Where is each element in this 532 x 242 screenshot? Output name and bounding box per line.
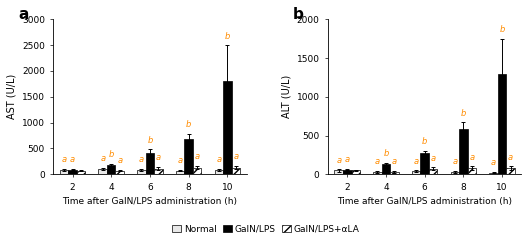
Bar <box>115 171 124 174</box>
Bar <box>429 169 437 174</box>
Bar <box>77 171 85 174</box>
Text: a: a <box>469 153 475 162</box>
Text: a: a <box>178 156 182 165</box>
Bar <box>60 170 68 174</box>
Bar <box>193 167 202 174</box>
Bar <box>343 170 352 174</box>
Text: a: a <box>117 156 122 165</box>
Bar <box>98 169 107 174</box>
Bar <box>223 81 231 174</box>
Bar <box>506 168 515 174</box>
Text: a: a <box>452 158 458 166</box>
Text: b: b <box>383 149 389 158</box>
Text: a: a <box>70 155 75 164</box>
Legend: Normal, GalN/LPS, GalN/LPS+αLA: Normal, GalN/LPS, GalN/LPS+αLA <box>169 221 363 237</box>
Text: b: b <box>147 136 153 145</box>
Text: b: b <box>109 150 114 159</box>
Text: b: b <box>461 109 466 118</box>
Bar <box>373 172 381 174</box>
Text: a: a <box>19 7 29 22</box>
Text: a: a <box>156 153 161 162</box>
Bar <box>154 169 163 174</box>
Y-axis label: AST (U/L): AST (U/L) <box>6 74 16 119</box>
Text: b: b <box>225 31 230 40</box>
Bar <box>68 170 77 174</box>
Bar <box>107 166 115 174</box>
Text: a: a <box>139 155 144 164</box>
Text: b: b <box>500 25 505 34</box>
Text: a: a <box>216 155 221 164</box>
Text: a: a <box>491 158 496 167</box>
Bar <box>214 170 223 174</box>
Bar <box>176 171 185 174</box>
Bar <box>381 164 390 174</box>
Bar <box>451 172 459 174</box>
Text: b: b <box>186 120 192 129</box>
X-axis label: Time after GalN/LPS administration (h): Time after GalN/LPS administration (h) <box>337 197 512 206</box>
Bar <box>412 171 420 174</box>
Bar <box>498 74 506 174</box>
Bar <box>185 139 193 174</box>
Bar <box>468 168 476 174</box>
Text: a: a <box>336 156 342 165</box>
Text: a: a <box>195 152 200 161</box>
Text: a: a <box>100 154 105 163</box>
Bar <box>146 152 154 174</box>
Bar <box>335 170 343 174</box>
Bar <box>390 172 398 174</box>
Y-axis label: ALT (U/L): ALT (U/L) <box>281 75 291 118</box>
Text: a: a <box>233 152 238 161</box>
Text: b: b <box>422 137 427 146</box>
Bar <box>459 129 468 174</box>
Bar <box>489 173 498 174</box>
Text: a: a <box>392 158 397 166</box>
Text: a: a <box>375 158 380 166</box>
Text: a: a <box>508 153 513 162</box>
Text: a: a <box>62 155 66 164</box>
Bar <box>137 170 146 174</box>
X-axis label: Time after GalN/LPS administration (h): Time after GalN/LPS administration (h) <box>62 197 237 206</box>
Text: a: a <box>345 155 350 164</box>
Bar <box>231 167 240 174</box>
Text: a: a <box>430 154 436 163</box>
Bar <box>352 170 360 174</box>
Bar <box>420 153 429 174</box>
Text: a: a <box>413 157 419 166</box>
Text: b: b <box>293 7 304 22</box>
